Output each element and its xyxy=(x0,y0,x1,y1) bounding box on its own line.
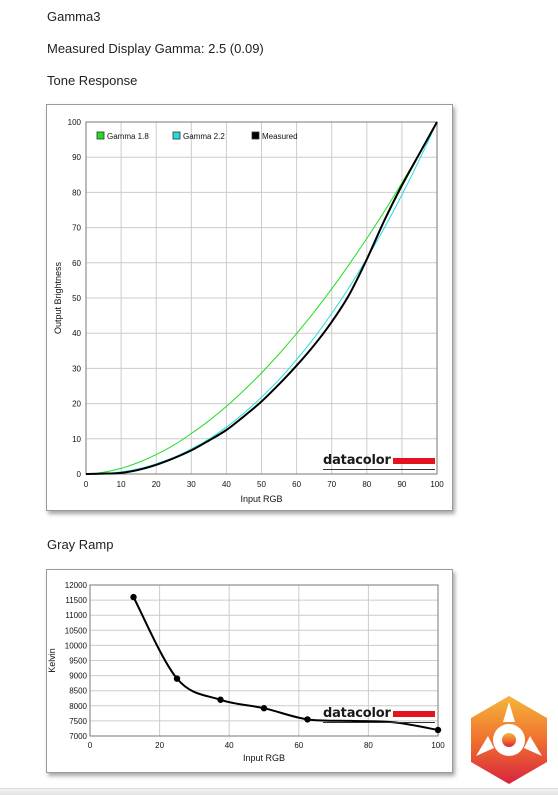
legend-swatch xyxy=(251,131,260,140)
datacolor-logo-underline xyxy=(323,469,435,470)
datacolor-logo: datacolor xyxy=(323,453,435,470)
plot-border xyxy=(89,584,439,737)
page-title: Gamma3 xyxy=(47,9,101,24)
y-tick-label: 50 xyxy=(72,294,81,303)
logo-blade xyxy=(503,702,515,722)
x-tick-label: 40 xyxy=(222,480,231,489)
gray-ramp-point xyxy=(260,705,268,712)
y-tick-label: 12000 xyxy=(65,581,88,590)
gray-ramp-point xyxy=(173,675,181,682)
gray-ramp-point xyxy=(434,726,442,734)
x-tick-label: 60 xyxy=(294,741,303,750)
legend-label: Gamma 1.8 xyxy=(107,132,149,141)
y-tick-label: 8500 xyxy=(69,687,87,696)
datacolor-logo-text: datacolor xyxy=(323,706,391,721)
datacolor-logo-text: datacolor xyxy=(323,453,391,468)
legend-label: Measured xyxy=(262,132,298,141)
y-tick-label: 20 xyxy=(72,400,81,409)
x-tick-label: 40 xyxy=(225,741,234,750)
x-tick-label: 10 xyxy=(117,480,126,489)
logo-blade xyxy=(524,736,542,756)
x-tick-label: 20 xyxy=(155,741,164,750)
y-tick-label: 40 xyxy=(72,329,81,338)
y-tick-label: 80 xyxy=(72,188,81,197)
x-tick-label: 90 xyxy=(397,480,406,489)
series-line-gamma-2-2 xyxy=(85,121,438,475)
gray-ramp-svg: 7000 7500 8000 8500 9000 9500 10000 10500 11000 1… xyxy=(47,581,445,763)
legend-label: Gamma 2.2 xyxy=(183,132,225,141)
y-tick-label: 90 xyxy=(72,153,81,162)
x-tick-label: 0 xyxy=(84,480,89,489)
y-tick-label: 100 xyxy=(68,118,82,127)
y-tick-label: 30 xyxy=(72,364,81,373)
x-tick-label: 30 xyxy=(187,480,196,489)
x-tick-label: 50 xyxy=(257,480,266,489)
x-axis-label: Input RGB xyxy=(243,753,285,763)
tone-response-chart: 0 10 20 30 40 50 60 70 80 90 100 0 10 20 30 40 50 60 70 80 9… xyxy=(46,104,453,511)
legend-swatch xyxy=(96,131,105,140)
legend-swatch xyxy=(172,131,181,140)
y-axis-label: Kelvin xyxy=(47,648,57,673)
logo-blade xyxy=(476,736,494,756)
y-tick-label: 9500 xyxy=(69,657,87,666)
x-tick-label: 100 xyxy=(431,741,445,750)
series-line-measured xyxy=(85,121,438,475)
gray-ramp-point xyxy=(304,716,311,723)
logo-center-dot xyxy=(502,733,516,747)
datacolor-logo-bar xyxy=(392,457,435,464)
bottom-strip xyxy=(0,788,558,795)
y-tick-label: 7500 xyxy=(69,717,87,726)
x-tick-label: 20 xyxy=(152,480,161,489)
x-tick-label: 80 xyxy=(364,741,373,750)
tone-response-svg: 0 10 20 30 40 50 60 70 80 90 100 0 10 20 30 40 50 60 70 80 9… xyxy=(53,118,444,504)
y-tick-label: 60 xyxy=(72,259,81,268)
y-axis-label: Output Brightness xyxy=(53,261,63,334)
gray-ramp-point xyxy=(217,696,224,703)
y-tick-label: 0 xyxy=(77,470,82,479)
x-tick-label: 0 xyxy=(88,741,93,750)
x-tick-label: 70 xyxy=(327,480,336,489)
y-tick-label: 8000 xyxy=(69,702,87,711)
y-tick-label: 7000 xyxy=(69,732,87,741)
y-tick-label: 11500 xyxy=(65,596,87,605)
plot-border xyxy=(85,121,438,475)
y-tick-label: 10 xyxy=(72,435,81,444)
series-line-gamma-1-8 xyxy=(85,121,438,475)
datacolor-logo-underline xyxy=(323,722,435,723)
gray-ramp-heading: Gray Ramp xyxy=(47,537,114,552)
gray-ramp-chart: 7000 7500 8000 8500 9000 9500 10000 10500 11000 1… xyxy=(46,569,453,773)
y-tick-label: 11000 xyxy=(65,611,87,620)
x-tick-label: 100 xyxy=(430,480,444,489)
y-tick-label: 10500 xyxy=(65,626,88,635)
x-axis-label: Input RGB xyxy=(240,494,282,504)
datacolor-logo: datacolor xyxy=(323,706,435,723)
x-tick-label: 80 xyxy=(362,480,371,489)
y-tick-label: 70 xyxy=(72,224,81,233)
tone-response-heading: Tone Response xyxy=(47,73,138,88)
gray-ramp-point xyxy=(130,593,137,601)
kitguru-logo-icon xyxy=(471,696,547,784)
measured-gamma-text: Measured Display Gamma: 2.5 (0.09) xyxy=(47,41,264,56)
y-tick-label: 9000 xyxy=(69,672,87,681)
datacolor-logo-bar xyxy=(392,710,435,717)
x-tick-label: 60 xyxy=(292,480,301,489)
y-tick-label: 10000 xyxy=(65,641,88,650)
